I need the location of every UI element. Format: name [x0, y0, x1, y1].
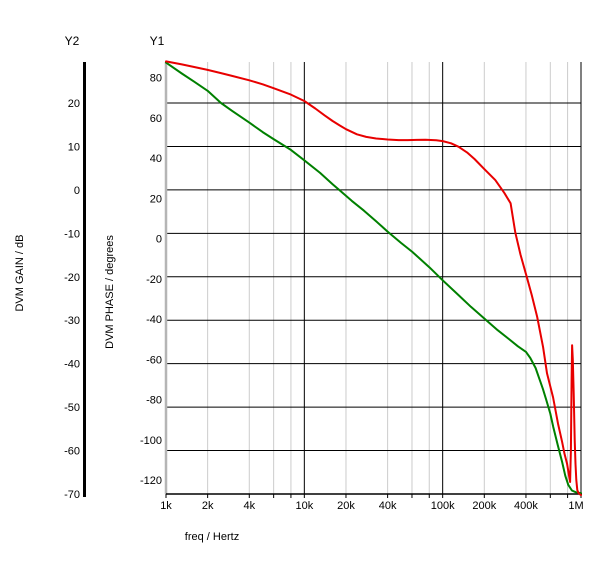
gain-tick-label: -50	[64, 402, 80, 414]
phase-tick-label: -120	[140, 475, 162, 487]
phase-tick-label: 60	[150, 113, 162, 125]
gain-tick-label: -60	[64, 446, 80, 458]
gain-tick-label: -20	[64, 272, 80, 284]
freq-tick-label: 2k	[202, 500, 214, 512]
phase-tick-label: -80	[146, 395, 162, 407]
gain-tick-label: -10	[64, 228, 80, 240]
freq-tick-label: 1M	[568, 500, 583, 512]
phase-tick-label: 20	[150, 193, 162, 205]
gain-curve	[165, 61, 582, 495]
freq-tick-label: 100k	[431, 500, 455, 512]
freq-axis-title: freq / Hertz	[184, 531, 240, 543]
phase-tick-label: -40	[146, 314, 162, 326]
gain-tick-label: -70	[64, 489, 80, 501]
gain-tick-label: 0	[74, 185, 80, 197]
freq-tick-label: 4k	[243, 500, 255, 512]
phase-axis-title: DVM PHASE / degrees	[104, 235, 116, 349]
gain-tick-label: 20	[68, 98, 80, 110]
gain-axis-title: DVM GAIN / dB	[14, 234, 26, 312]
phase-tick-label: 80	[150, 73, 162, 85]
gain-tick-label: -30	[64, 315, 80, 327]
gain-tick-label: 10	[68, 141, 80, 153]
freq-tick-label: 10k	[295, 500, 313, 512]
phase-tick-label: 40	[150, 153, 162, 165]
y2-axis-heading: Y2	[64, 34, 80, 48]
phase-tick-label: -100	[140, 435, 162, 447]
y1-axis-heading: Y1	[149, 34, 165, 48]
freq-tick-label: 200k	[472, 500, 496, 512]
phase-curve	[165, 60, 582, 496]
phase-tick-label: -20	[146, 274, 162, 286]
freq-tick-label: 1k	[160, 500, 172, 512]
freq-tick-label: 400k	[514, 500, 538, 512]
freq-tick-label: 40k	[379, 500, 397, 512]
phase-tick-label: -60	[146, 354, 162, 366]
phase-tick-label: 0	[156, 234, 162, 246]
freq-tick-label: 20k	[337, 500, 355, 512]
gain-tick-label: -40	[64, 359, 80, 371]
